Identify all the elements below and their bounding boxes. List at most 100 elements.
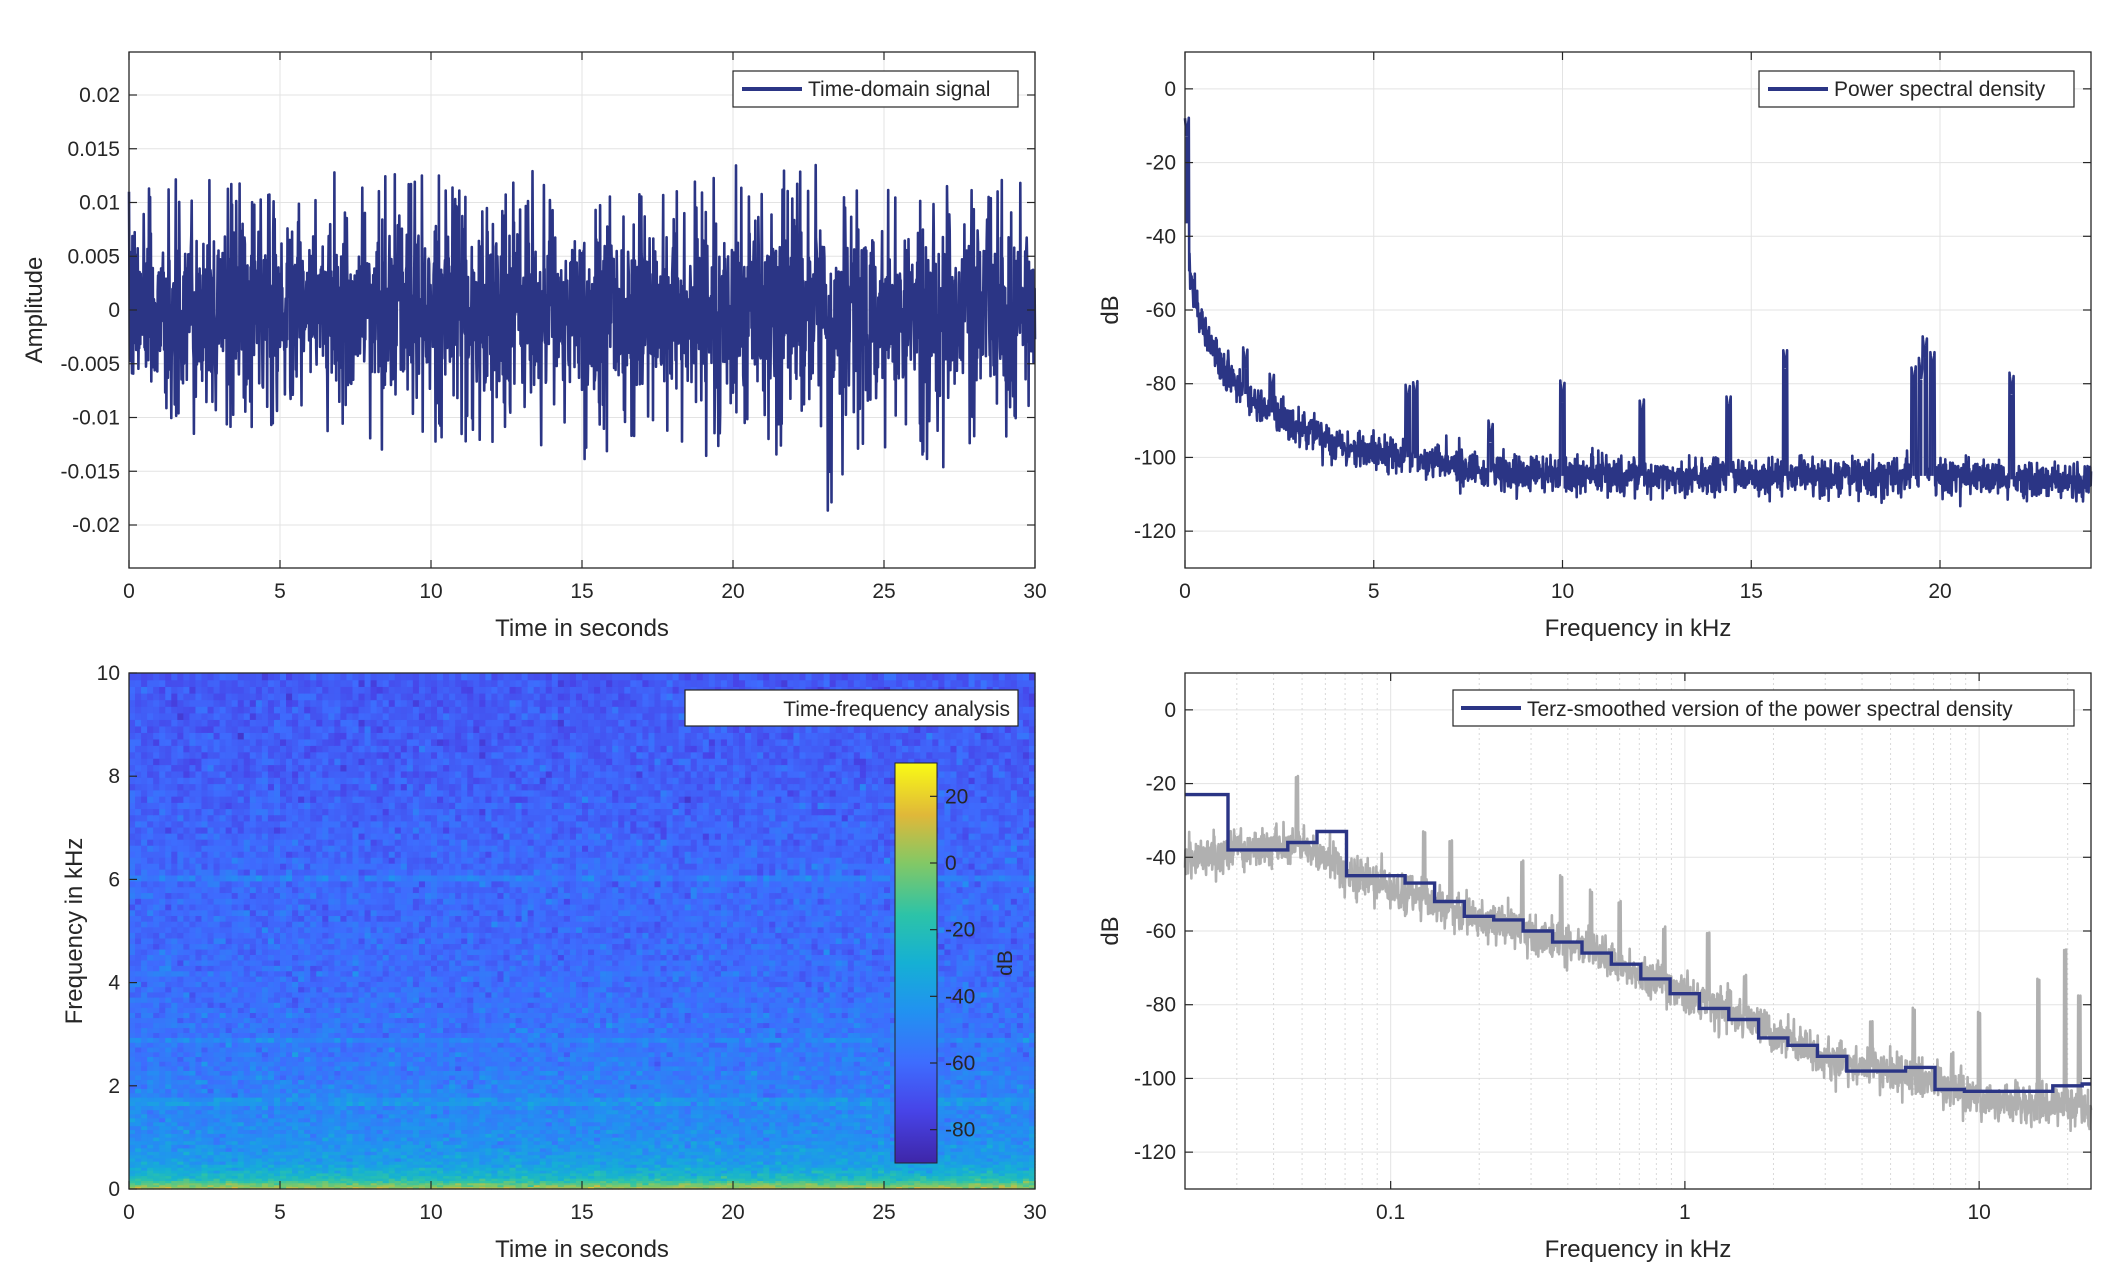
spectrogram-cell	[455, 1129, 462, 1134]
spectrogram-cell	[817, 1172, 825, 1177]
spectrogram-cell	[225, 1172, 233, 1177]
spectrogram-cell	[255, 1172, 263, 1177]
spectrogram-cell	[207, 1154, 215, 1159]
spectrogram-cell	[533, 1083, 541, 1089]
spectrogram-cell	[612, 1121, 619, 1127]
spectrogram-cell	[962, 1083, 970, 1089]
spectrogram-cell	[648, 1101, 656, 1107]
spectrogram-cell	[714, 1164, 722, 1168]
spectrogram-cell	[811, 1157, 819, 1162]
spectrogram-cell	[714, 1170, 722, 1174]
spectrogram-cell	[497, 1180, 505, 1184]
spectrogram-cell	[316, 1088, 323, 1094]
spectrogram-cell	[159, 1125, 166, 1131]
spectrogram-cell	[515, 1105, 523, 1111]
spectrogram-cell	[847, 1178, 855, 1182]
spectrogram-cell	[177, 1140, 184, 1145]
spectrogram-cell	[551, 1101, 559, 1107]
spectrogram-cell	[799, 1175, 807, 1179]
spectrogram-cell	[769, 1170, 776, 1174]
spectrogram-cell	[726, 1182, 734, 1186]
spectrogram-cell	[195, 1117, 203, 1123]
spectrogram-cell	[207, 1164, 215, 1168]
spectrogram-cell	[992, 1125, 1000, 1131]
spectrogram-cell	[666, 1172, 674, 1177]
spectrogram-cell	[672, 1088, 680, 1094]
spectrogram-cell	[394, 1121, 402, 1127]
spectrogram-cell	[799, 1121, 807, 1127]
spectrogram-cell	[751, 1113, 758, 1119]
spectrogram-cell	[932, 1164, 939, 1168]
spectrogram-cell	[334, 1109, 341, 1115]
spectrogram-cell	[189, 1096, 197, 1102]
spectrogram-cell	[569, 1117, 577, 1123]
spectrogram-cell	[479, 1184, 486, 1188]
spectrogram-cell	[431, 1184, 438, 1188]
spectrogram-cell	[412, 1175, 420, 1179]
spectrogram-cell	[485, 1121, 492, 1127]
spectrogram-cell	[431, 1170, 438, 1174]
spectrogram-cell	[853, 1180, 861, 1184]
spectrogram-cell	[745, 1147, 752, 1152]
spectrogram-cell	[896, 1184, 903, 1188]
spectrogram-cell	[153, 1178, 160, 1182]
spectrogram-cell	[569, 1101, 577, 1107]
spectrogram-cell	[594, 1151, 601, 1156]
spectrogram-cell	[539, 1083, 547, 1089]
spectrogram-cell	[944, 1140, 952, 1145]
spectrogram-cell	[412, 1147, 420, 1152]
spectrogram-cell	[171, 1088, 178, 1094]
spectrogram-cell	[165, 1172, 172, 1177]
spectrogram-cell	[720, 1172, 728, 1177]
spectrogram-cell	[624, 1154, 631, 1159]
spectrogram-cell	[654, 1125, 662, 1131]
spectrogram-cell	[992, 1154, 1000, 1159]
spectrogram-cell	[956, 1167, 964, 1171]
spectrogram-cell	[666, 1092, 674, 1098]
spectrogram-cell	[1010, 1083, 1018, 1089]
spectrogram-cell	[986, 1180, 994, 1184]
spectrogram-cell	[588, 1157, 595, 1162]
spectrogram-cell	[745, 1109, 752, 1115]
spectrogram-cell	[177, 1151, 184, 1156]
spectrogram-cell	[968, 1109, 976, 1115]
spectrogram-cell	[431, 1083, 438, 1089]
spectrogram-cell	[642, 1088, 650, 1094]
spectrogram-cell	[225, 1182, 233, 1186]
spectrogram-cell	[630, 1140, 637, 1145]
spectrogram-cell	[388, 1129, 396, 1134]
spectrogram-cell	[962, 1172, 970, 1177]
spectrogram-cell	[533, 1129, 541, 1134]
plot-area	[1183, 116, 2093, 508]
spectrogram-cell	[745, 1144, 752, 1149]
spectrogram-cell	[612, 1125, 619, 1131]
spectrogram-cell	[249, 1121, 257, 1127]
spectrogram-cell	[986, 1157, 994, 1162]
spectrogram-cell	[485, 1147, 492, 1152]
spectrogram-cell	[938, 1140, 945, 1145]
spectrogram-cell	[847, 1140, 855, 1145]
spectrogram-cell	[267, 1170, 275, 1174]
spectrogram-cell	[684, 1133, 692, 1138]
spectrogram-cell	[733, 1083, 740, 1089]
spectrogram-cell	[648, 1170, 656, 1174]
spectrogram-cell	[787, 1117, 794, 1123]
spectrogram-cell	[793, 1101, 801, 1107]
spectrogram-cell	[382, 1178, 390, 1182]
spectrogram-cell	[871, 1175, 879, 1179]
spectrogram-cell	[388, 1178, 396, 1182]
spectrogram-cell	[340, 1161, 348, 1165]
spectrogram-cell	[763, 1129, 770, 1134]
spectrogram-cell	[769, 1164, 776, 1168]
spectrogram-cell	[515, 1088, 523, 1094]
spectrogram-cell	[461, 1101, 468, 1107]
spectrogram-cell	[551, 1088, 559, 1094]
spectrogram-cell	[992, 1088, 1000, 1094]
spectrogram-cell	[388, 1175, 396, 1179]
spectrogram-cell	[775, 1121, 782, 1127]
spectrogram-cell	[787, 1109, 794, 1115]
spectrogram-cell	[672, 1186, 680, 1189]
spectrogram-cell	[219, 1117, 227, 1123]
spectrogram-cell	[992, 1121, 1000, 1127]
spectrogram-cell	[195, 1109, 203, 1115]
